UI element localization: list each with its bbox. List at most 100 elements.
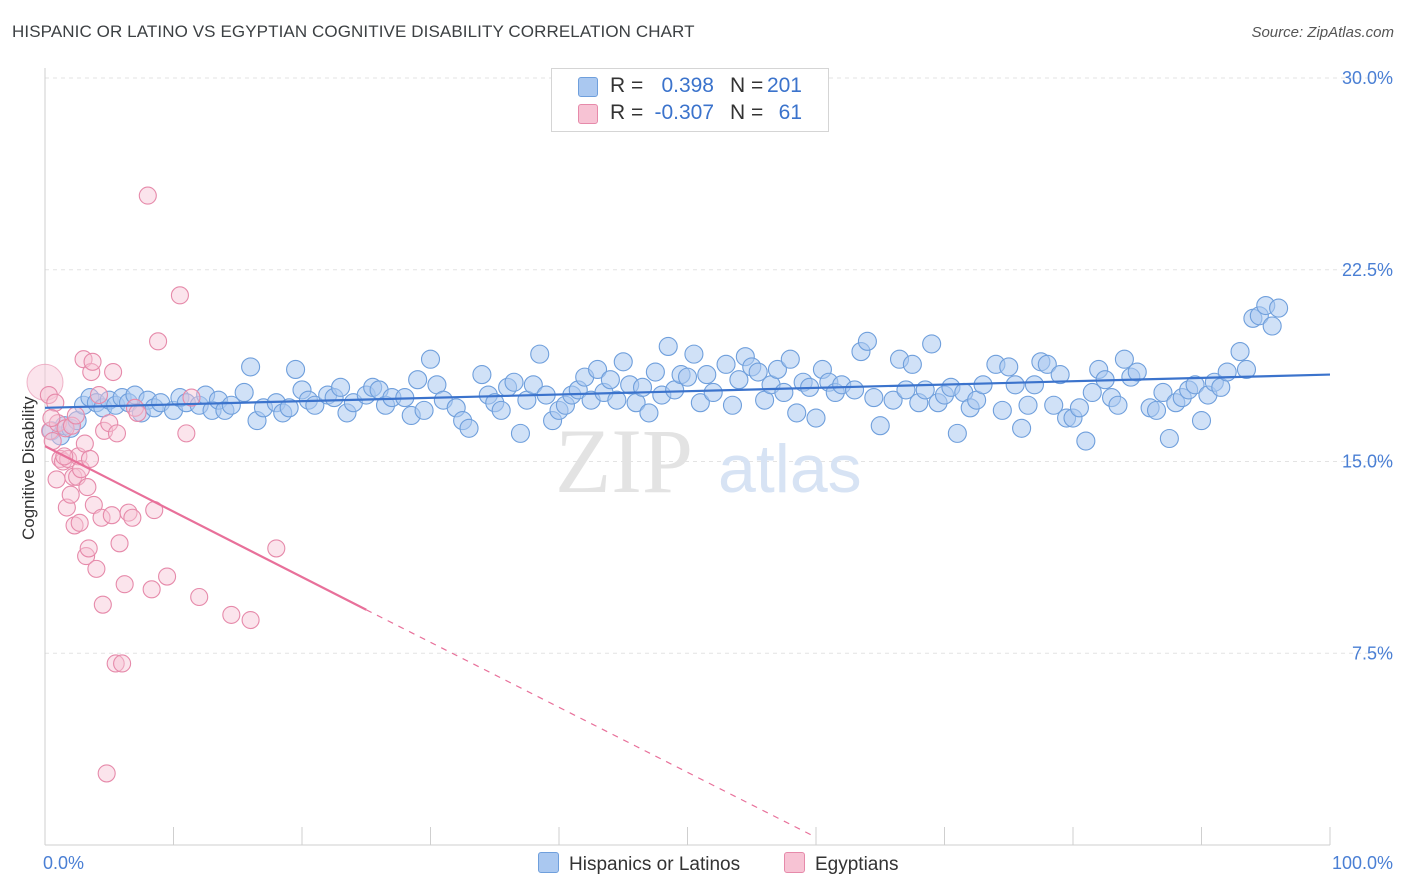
hispanics-point: [748, 362, 768, 382]
legend-r-label: R =: [610, 74, 644, 97]
series-hispanics-points: [41, 295, 1289, 451]
hispanics-trend-line: [44, 373, 1331, 409]
hispanics-point: [684, 344, 704, 364]
y-tick-label: 30.0%: [1342, 68, 1393, 88]
hispanics-point: [722, 395, 743, 415]
egyptians-point: [87, 559, 106, 578]
hispanics-point: [716, 354, 736, 374]
hispanics-point: [607, 390, 627, 410]
tick-labels: 7.5% 15.0% 22.5% 30.0% 0.0% 100.0%: [43, 68, 1393, 873]
hispanics-point: [729, 370, 749, 390]
trend-lines: [44, 373, 1331, 838]
chart-title: HISPANIC OR LATINO VS EGYPTIAN COGNITIVE…: [12, 22, 695, 41]
egyptians-point: [61, 485, 80, 504]
egyptians-point: [222, 605, 241, 624]
egyptians-point: [97, 764, 116, 783]
hispanics-point: [1153, 382, 1173, 403]
egyptians-point: [93, 595, 112, 614]
egyptians-point: [106, 654, 125, 673]
egyptians-point: [110, 534, 129, 553]
hispanics-point: [504, 372, 524, 392]
bottom-legend-egyptians: Egyptians: [784, 852, 898, 876]
egyptians-point: [89, 385, 109, 405]
egyptians-point: [79, 539, 98, 558]
source-label: Source: ZipAtlas.com: [1251, 24, 1394, 41]
hispanics-point: [658, 336, 678, 357]
hispanics-point: [408, 370, 428, 390]
watermark-zip: ZIP: [555, 410, 693, 512]
hispanics-point: [1044, 395, 1064, 415]
hispanics-point: [414, 400, 434, 420]
hispanics-point: [1012, 418, 1032, 438]
series-egyptians-points: [26, 186, 286, 783]
legend-r-label: R =: [610, 101, 644, 124]
egyptians-point: [142, 580, 161, 599]
egyptians-point: [83, 352, 102, 371]
egyptians-point: [190, 587, 209, 607]
hispanics-point: [697, 365, 717, 385]
legend-n-value: 61: [778, 101, 802, 124]
hispanics-point: [883, 390, 903, 410]
egyptians-point: [66, 406, 85, 425]
hispanics-point: [1050, 365, 1070, 385]
egyptians-point: [123, 508, 142, 527]
hispanics-point: [902, 354, 922, 374]
egyptians-point: [107, 424, 127, 443]
legend-r-value: 0.398: [661, 74, 714, 97]
hispanics-point: [992, 400, 1012, 420]
egyptians-point: [39, 385, 58, 405]
hispanics-point: [870, 416, 890, 436]
egyptians-point: [92, 508, 111, 527]
hispanics-point: [1230, 342, 1250, 362]
hispanics-point: [806, 408, 826, 428]
hispanics-point: [1127, 362, 1147, 382]
hispanics-point: [1005, 375, 1025, 395]
legend-n-value: 201: [766, 74, 802, 97]
hispanics-point: [857, 331, 877, 351]
bottom-legend-hispanics: Hispanics or Latinos: [538, 852, 740, 876]
hispanics-point: [645, 362, 665, 382]
hispanics-point: [922, 334, 942, 354]
hispanics-point: [1262, 316, 1282, 336]
egyptians-cluster-point: [26, 363, 64, 401]
egyptians-point: [128, 403, 147, 422]
egyptians-point: [182, 388, 201, 407]
hispanics-point: [1269, 298, 1289, 318]
egyptians-point: [170, 286, 189, 305]
gridlines: [45, 77, 1392, 654]
watermark: ZIP atlas: [555, 410, 862, 512]
watermark-atlas: atlas: [718, 431, 862, 507]
egyptians-trend-extension: [365, 609, 817, 838]
hispanics-point: [600, 370, 620, 390]
egyptians-point: [62, 416, 82, 435]
egyptians-point: [102, 506, 121, 525]
egyptians-point: [100, 414, 119, 433]
hispanics-point: [472, 365, 492, 385]
hispanics-point: [530, 344, 550, 364]
hispanics-point: [1146, 400, 1167, 420]
hispanics-point: [844, 380, 865, 400]
hispanics-point: [1191, 411, 1212, 431]
egyptians-point: [149, 332, 168, 351]
hispanics-point: [677, 367, 698, 387]
y-axis-label: Cognitive Disability: [19, 396, 38, 540]
hispanics-point: [639, 403, 659, 423]
x-tick-label: 0.0%: [43, 853, 84, 873]
hispanics-point: [420, 349, 441, 369]
hispanics-point: [330, 377, 351, 397]
stats-legend: R = 0.398 N = 201 R = -0.307 N = 61: [551, 68, 829, 132]
hispanics-point: [864, 388, 884, 408]
hispanics-point: [1114, 349, 1134, 369]
bottom-legend-swatch: [538, 852, 559, 873]
legend-n-label: N =: [730, 101, 764, 124]
legend-n-label: N =: [730, 74, 764, 97]
hispanics-point: [787, 403, 807, 423]
x-tick-label: 100.0%: [1332, 853, 1393, 873]
legend-swatch-hispanics: [578, 77, 598, 97]
hispanics-point: [632, 377, 653, 397]
legend-r-value: -0.307: [654, 101, 714, 124]
egyptians-point: [125, 398, 144, 417]
hispanics-point: [774, 382, 794, 403]
hispanics-point: [1018, 395, 1038, 415]
y-tick-label: 7.5%: [1352, 643, 1393, 663]
